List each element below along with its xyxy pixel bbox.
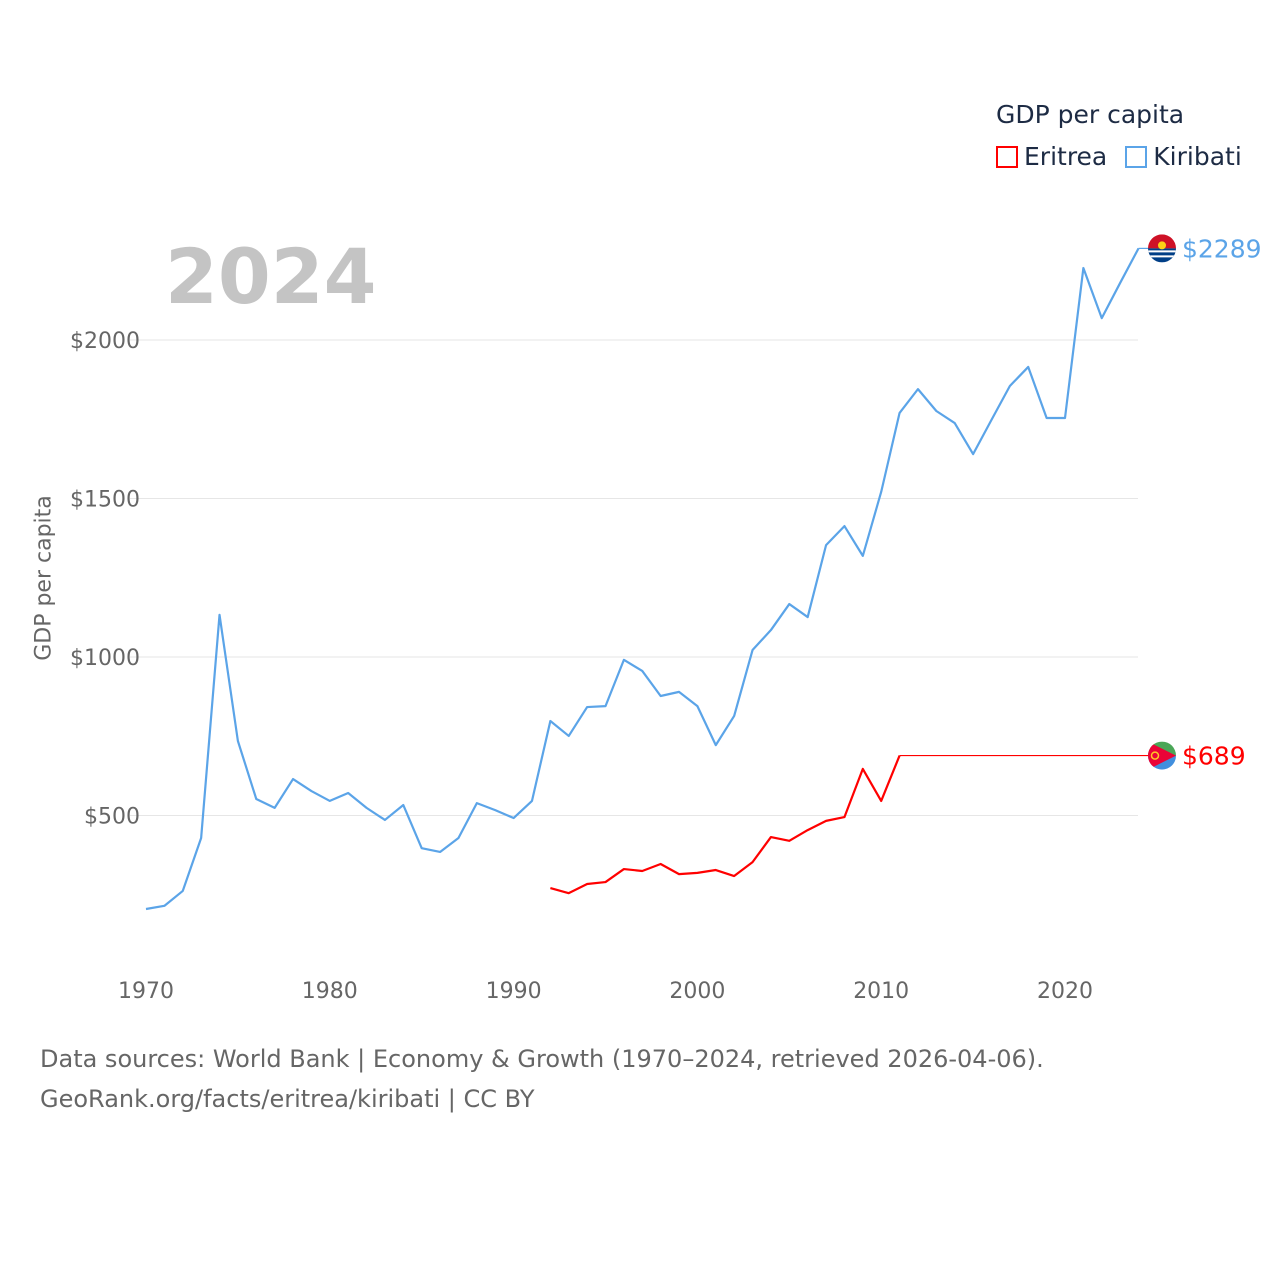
current-year-label: 2024 (165, 232, 377, 321)
x-tick-label: 1980 (302, 979, 358, 1004)
y-tick-label: $1500 (70, 488, 140, 513)
x-tick-label: 2020 (1037, 979, 1093, 1004)
series-line-kiribati (145, 247, 1140, 911)
legend-item-kiribati[interactable]: Kiribati (1125, 142, 1242, 171)
end-label-eritrea: $689 (1182, 742, 1246, 771)
y-axis-label: GDP per capita (31, 495, 57, 661)
legend-item-eritrea[interactable]: Eritrea (996, 142, 1107, 171)
legend-swatch-kiribati (1125, 145, 1148, 168)
legend-label-kiribati: Kiribati (1153, 142, 1242, 171)
y-tick-label: $1000 (70, 646, 140, 671)
source-note: Data sources: World Bank | Economy & Gro… (40, 1045, 1044, 1073)
x-tick-label: 2000 (669, 979, 725, 1004)
flag-kiribati-icon (1148, 234, 1176, 263)
y-tick-label: $500 (84, 805, 140, 830)
y-tick-label: $2000 (70, 329, 140, 354)
end-label-kiribati: $2289 (1182, 234, 1262, 263)
series-line-eritrea (550, 755, 901, 895)
source-link[interactable]: GeoRank.org/facts/eritrea/kiribati | CC … (40, 1085, 535, 1113)
legend-swatch-eritrea (996, 145, 1018, 168)
flag-eritrea-icon (1148, 741, 1176, 770)
x-tick-label: 1970 (118, 979, 174, 1004)
legend-label-eritrea: Eritrea (1024, 142, 1108, 171)
legend: Eritrea Kiribati (996, 142, 1242, 171)
legend-title: GDP per capita (996, 100, 1185, 129)
x-tick-label: 1990 (486, 979, 542, 1004)
x-tick-label: 2010 (853, 979, 909, 1004)
